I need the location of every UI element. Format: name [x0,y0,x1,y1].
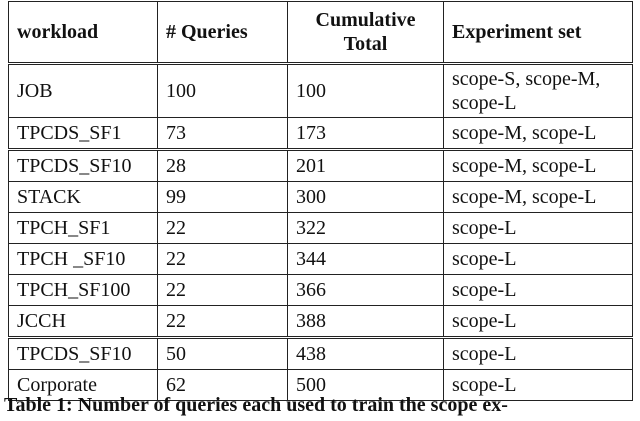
table-cell: STACK [8,181,158,213]
table-cell: 22 [157,212,288,244]
table-cell: 344 [287,243,444,275]
table-cell: scope-M, scope-L [443,181,633,213]
header-row: workload # Queries Cumulative Total Experim… [8,1,633,65]
table-cell: TPCDS_SF1 [8,117,158,151]
table-cell: 99 [157,181,288,213]
table-cell: TPCH_SF1 [8,212,158,244]
table-row: TPCDS_SF10 50 438 scope-L [8,337,633,370]
table-cell: scope-L [443,212,633,244]
table-body: JOB 100 100 scope-S, scope-M, scope-L TPCDS_… [8,63,633,401]
table-cell: 322 [287,212,444,244]
table-cell: 100 [157,63,288,118]
table-row: STACK 99 300 scope-M, scope-L [8,181,633,213]
table-cell: 62 [157,369,288,401]
table-cell: 173 [287,117,444,151]
header-cell: # Queries [157,1,288,65]
table-cell: 28 [157,149,288,182]
table-cell: 22 [157,243,288,275]
table-cell: scope-S, scope-M, scope-L [443,63,633,118]
table-row: TPCDS_SF10 28 201 scope-M, scope-L [8,149,633,182]
table-row: TPCH _SF10 22 344 scope-L [8,243,633,275]
table-cell: Corporate [8,369,158,401]
table-cell: 438 [287,337,444,370]
table-cell: TPCH_SF100 [8,274,158,306]
table-row: JCCH 22 388 scope-L [8,305,633,339]
table-cell: TPCDS_SF10 [8,149,158,182]
table-cell: scope-L [443,305,633,339]
table-cell: 388 [287,305,444,339]
table-cell: 100 [287,63,444,118]
table-cell: scope-L [443,243,633,275]
table-cell: 22 [157,305,288,339]
header-cell: Experiment set [443,1,633,65]
table-cell: scope-L [443,369,633,401]
table-row: TPCDS_SF1 73 173 scope-M, scope-L [8,117,633,151]
table-cell: JOB [8,63,158,118]
table-row: JOB 100 100 scope-S, scope-M, scope-L [8,63,633,118]
table-row: TPCH_SF100 22 366 scope-L [8,274,633,306]
table: workload # Queries Cumulative Total Experim… [8,1,633,401]
table-cell: 73 [157,117,288,151]
table-cell: scope-L [443,274,633,306]
caption: Table 1: Number of queries each used to … [4,394,508,416]
table-row: TPCH_SF1 22 322 scope-L [8,212,633,244]
table-cell: JCCH [8,305,158,339]
header-cell: workload [8,1,158,65]
header-cell: Cumulative Total [287,1,444,65]
table-cell: 201 [287,149,444,182]
table-row: Corporate 62 500 scope-L [8,369,633,401]
table-cell: 22 [157,274,288,306]
table-cell: 366 [287,274,444,306]
table-cell: scope-M, scope-L [443,149,633,182]
table-cell: scope-M, scope-L [443,117,633,151]
table-cell: 300 [287,181,444,213]
table-cell: TPCDS_SF10 [8,337,158,370]
table-cell: 50 [157,337,288,370]
table-cell: scope-L [443,337,633,370]
table-cell: TPCH _SF10 [8,243,158,275]
